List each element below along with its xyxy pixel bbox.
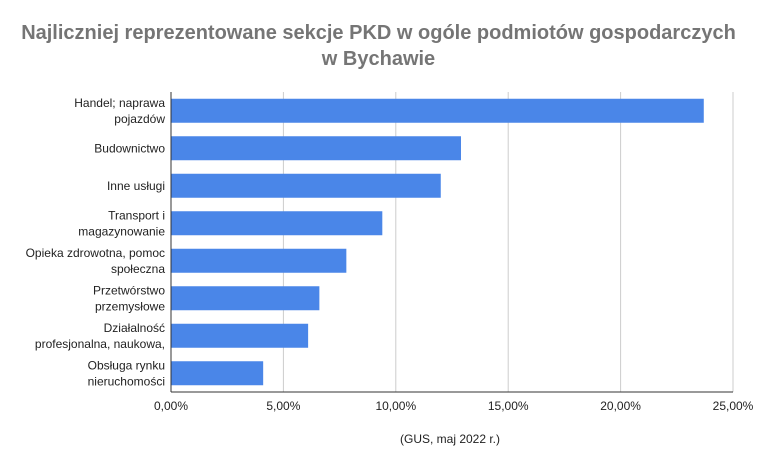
bar-6 [171,323,309,348]
category-label-1: Budownictwo [94,141,165,155]
x-axis-title: (GUS, maj 2022 r.) [400,432,500,446]
bar-4 [171,248,347,273]
category-label-4: Opieka zdrowotna, pomoc społeczna [26,246,166,276]
axes [170,92,733,393]
chart-title: Najliczniej reprezentowane sekcje PKD w … [0,20,757,72]
x-tick-label-1: 5,00% [266,399,300,413]
bars [171,98,704,386]
category-labels: Handel; naprawa pojazdów Budownictwo Inne u… [26,96,166,389]
x-tick-label-5: 25,00% [713,399,754,413]
x-tick-label-3: 15,00% [488,399,529,413]
category-label-0: Handel; naprawa pojazdów [74,96,165,126]
x-tick-labels: 0,00% 5,00% 10,00% 15,00% 20,00% 25,00% [154,399,754,413]
category-label-2: Inne usługi [107,179,165,193]
bar-2 [171,173,441,198]
category-label-5: Przetwórstwo przemysłowe [93,283,165,313]
bar-0 [171,98,704,123]
bar-5 [171,286,320,311]
category-label-3: Transport i magazynowanie [78,208,165,238]
category-label-7: Obsługa rynku nieruchomości [88,358,165,388]
chart-title-line-2: w Bychawie [321,48,436,70]
x-tick-label-0: 0,00% [154,399,188,413]
bar-3 [171,211,383,236]
bar-1 [171,136,461,161]
chart-title-line-1: Najliczniej reprezentowane sekcje PKD w … [21,22,736,44]
x-tick-label-2: 10,00% [375,399,416,413]
bar-7 [171,361,264,386]
x-tick-label-4: 20,00% [600,399,641,413]
category-label-6: Działalność profesjonalna, naukowa, [35,321,165,351]
